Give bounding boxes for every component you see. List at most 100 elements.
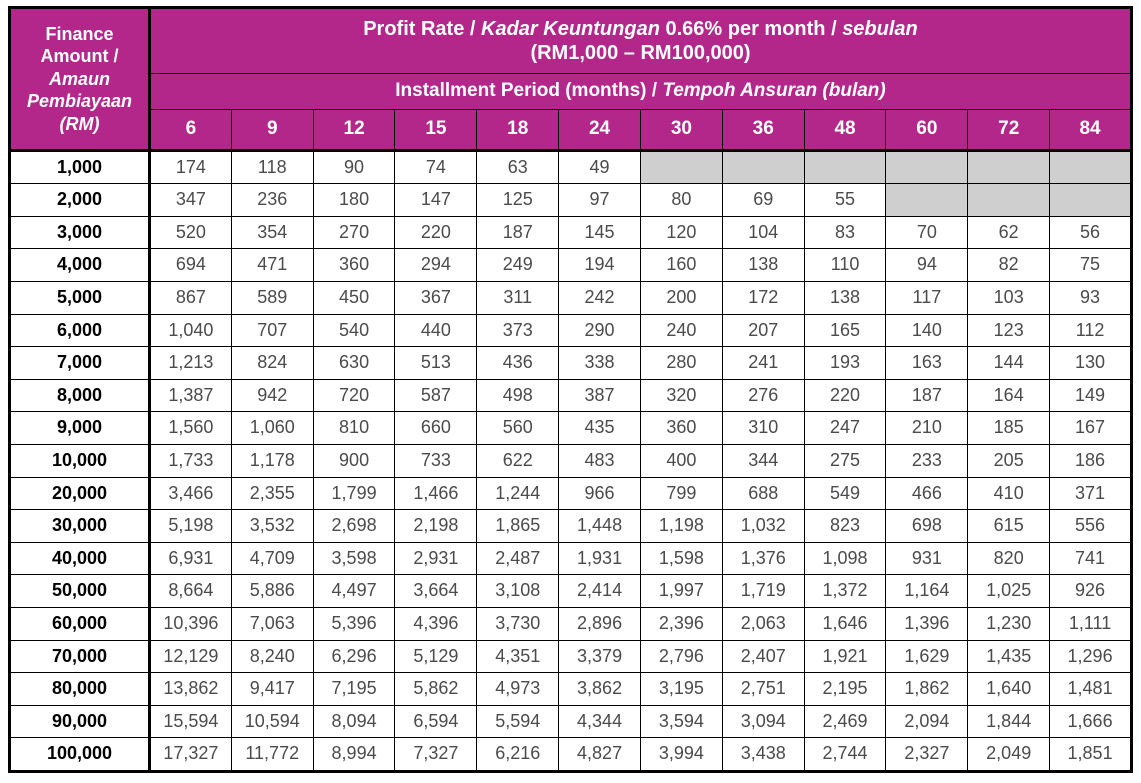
installment-cell: 7,327: [395, 738, 477, 772]
installment-cell: 83: [804, 216, 886, 249]
installment-cell: 120: [640, 216, 722, 249]
installment-cell: 3,594: [640, 705, 722, 738]
installment-cell: 1,040: [150, 314, 232, 347]
installment-cell: 2,094: [886, 705, 968, 738]
installment-cell: 435: [559, 412, 641, 445]
table-row: 80,00013,8629,4177,1955,8624,9733,8623,1…: [10, 673, 1132, 706]
finance-amount-cell: 4,000: [10, 249, 150, 282]
finance-amount-cell: 100,000: [10, 738, 150, 772]
installment-cell: 240: [640, 314, 722, 347]
installment-cell: [968, 184, 1050, 217]
installment-cell: [804, 150, 886, 184]
installment-cell: 12,129: [150, 640, 232, 673]
installment-cell: 290: [559, 314, 641, 347]
installment-cell: 123: [968, 314, 1050, 347]
installment-cell: 549: [804, 477, 886, 510]
installment-cell: 1,164: [886, 575, 968, 608]
month-header: 30: [640, 109, 722, 150]
installment-cell: 2,407: [722, 640, 804, 673]
installment-cell: 1,931: [559, 542, 641, 575]
installment-cell: 94: [886, 249, 968, 282]
installment-cell: 75: [1050, 249, 1132, 282]
installment-cell: 194: [559, 249, 641, 282]
installment-cell: 193: [804, 347, 886, 380]
installment-cell: 1,198: [640, 510, 722, 543]
installment-cell: 80: [640, 184, 722, 217]
installment-cell: 186: [1050, 444, 1132, 477]
installment-cell: 311: [477, 281, 559, 314]
installment-cell: 2,049: [968, 738, 1050, 772]
installment-cell: 4,973: [477, 673, 559, 706]
installment-cell: 104: [722, 216, 804, 249]
month-header: 15: [395, 109, 477, 150]
finance-amount-cell: 90,000: [10, 705, 150, 738]
table-row: 7,0001,213824630513436338280241193163144…: [10, 347, 1132, 380]
table-row: 90,00015,59410,5948,0946,5945,5944,3443,…: [10, 705, 1132, 738]
installment-cell: 3,598: [313, 542, 395, 575]
installment-cell: 810: [313, 412, 395, 445]
month-header: 36: [722, 109, 804, 150]
month-header: 60: [886, 109, 968, 150]
installment-cell: 2,063: [722, 607, 804, 640]
finance-amount-line4: Pembiayaan: [27, 91, 132, 111]
finance-amount-cell: 20,000: [10, 477, 150, 510]
installment-cell: 2,931: [395, 542, 477, 575]
finance-amount-cell: 40,000: [10, 542, 150, 575]
installment-cell: 241: [722, 347, 804, 380]
installment-cell: 942: [231, 379, 313, 412]
installment-cell: 367: [395, 281, 477, 314]
month-header: 84: [1050, 109, 1132, 150]
installment-cell: 1,598: [640, 542, 722, 575]
installment-cell: 630: [313, 347, 395, 380]
installment-cell: 2,195: [804, 673, 886, 706]
month-header: 24: [559, 109, 641, 150]
installment-cell: 172: [722, 281, 804, 314]
installment-cell: 344: [722, 444, 804, 477]
installment-cell: 560: [477, 412, 559, 445]
installment-cell: 6,594: [395, 705, 477, 738]
installment-cell: 5,886: [231, 575, 313, 608]
installment-cell: 200: [640, 281, 722, 314]
table-row: 5,00086758945036731124220017213811710393: [10, 281, 1132, 314]
installment-cell: 966: [559, 477, 641, 510]
installment-cell: 270: [313, 216, 395, 249]
table-row: 60,00010,3967,0635,3964,3963,7302,8962,3…: [10, 607, 1132, 640]
installment-cell: 145: [559, 216, 641, 249]
installment-cell: 1,629: [886, 640, 968, 673]
installment-cell: 62: [968, 216, 1050, 249]
installment-cell: 1,666: [1050, 705, 1132, 738]
installment-cell: 55: [804, 184, 886, 217]
installment-cell: 4,344: [559, 705, 641, 738]
installment-cell: 8,994: [313, 738, 395, 772]
installment-cell: 187: [477, 216, 559, 249]
installment-cell: 8,240: [231, 640, 313, 673]
profit-rate-suffix-italic: sebulan: [842, 18, 918, 40]
month-header: 72: [968, 109, 1050, 150]
installment-cell: 410: [968, 477, 1050, 510]
installment-cell: 2,751: [722, 673, 804, 706]
installment-cell: 125: [477, 184, 559, 217]
installment-cell: 694: [150, 249, 232, 282]
finance-amount-cell: 2,000: [10, 184, 150, 217]
installment-cell: 615: [968, 510, 1050, 543]
installment-cell: 354: [231, 216, 313, 249]
installment-cell: 867: [150, 281, 232, 314]
installment-cell: [1050, 150, 1132, 184]
installment-cell: 2,698: [313, 510, 395, 543]
installment-cell: [722, 150, 804, 184]
installment-cell: [1050, 184, 1132, 217]
profit-rate-suffix1: 0.66% per month /: [660, 18, 842, 40]
installment-cell: 220: [395, 216, 477, 249]
installment-cell: 294: [395, 249, 477, 282]
finance-amount-cell: 30,000: [10, 510, 150, 543]
installment-cell: 8,094: [313, 705, 395, 738]
installment-cell: [968, 150, 1050, 184]
installment-cell: 103: [968, 281, 1050, 314]
finance-amount-cell: 60,000: [10, 607, 150, 640]
installment-cell: 163: [886, 347, 968, 380]
installment-cell: 280: [640, 347, 722, 380]
installment-cell: 11,772: [231, 738, 313, 772]
installment-cell: 4,497: [313, 575, 395, 608]
installment-cell: 167: [1050, 412, 1132, 445]
installment-cell: 688: [722, 477, 804, 510]
